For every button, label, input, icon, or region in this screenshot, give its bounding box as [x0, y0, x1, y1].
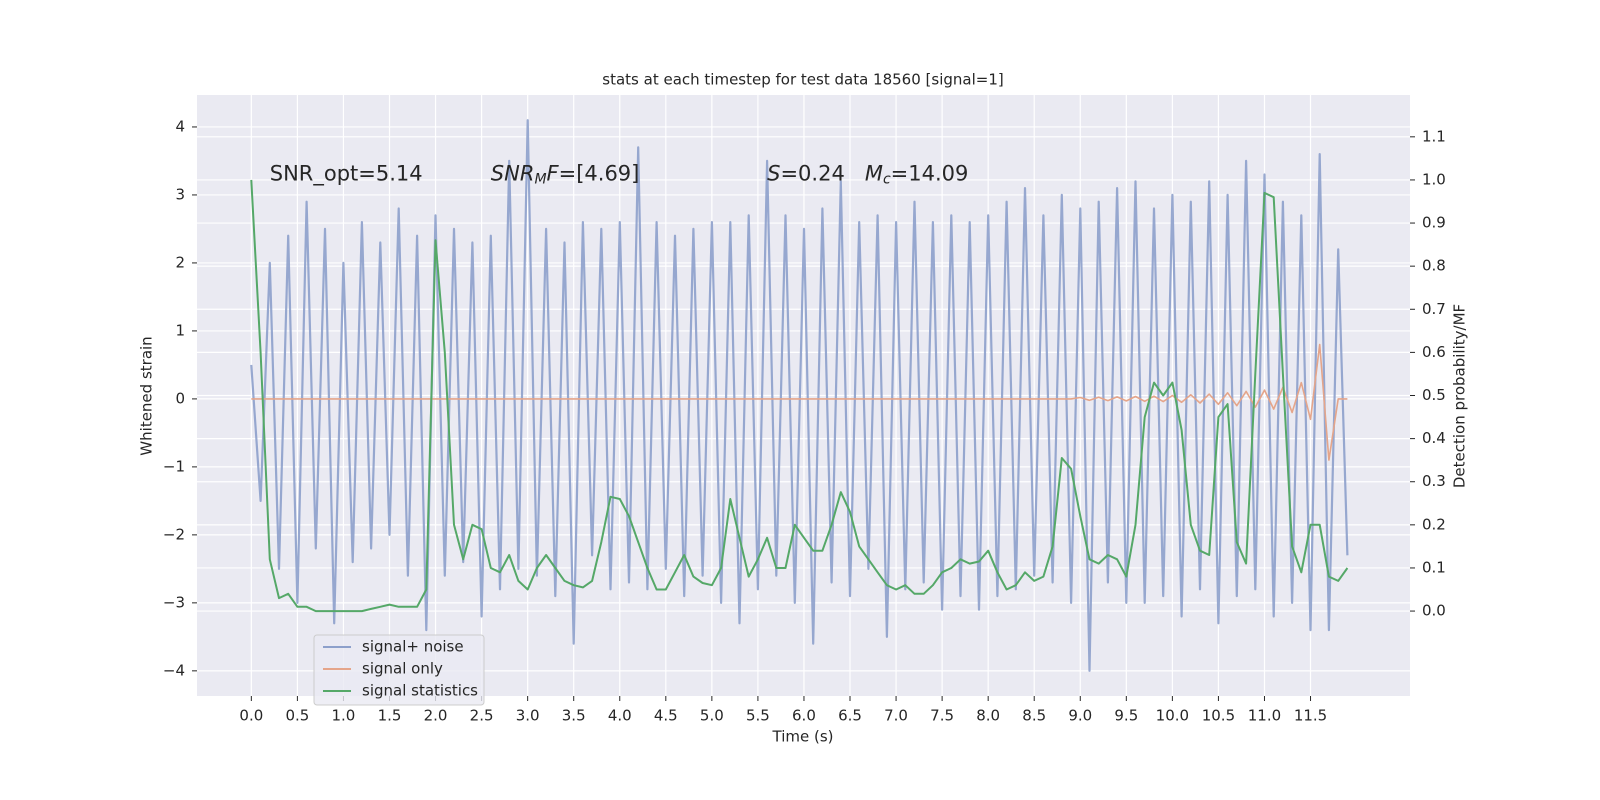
x-axis-label: Time (s) [772, 728, 834, 746]
y2-tick-label: 0.2 [1422, 515, 1446, 533]
y-tick-label: 1 [175, 321, 185, 339]
y-tick-label: −3 [163, 593, 185, 611]
x-tick-label: 4.0 [608, 707, 632, 725]
x-tick-label: 5.5 [746, 707, 770, 725]
y2-axis-label: Detection probability/MF [1451, 304, 1469, 488]
x-tick-label: 9.0 [1068, 707, 1092, 725]
y-tick-label: 2 [175, 253, 185, 271]
x-tick-label: 3.5 [562, 707, 586, 725]
x-tick-label: 8.0 [976, 707, 1000, 725]
y-tick-label: 3 [175, 185, 185, 203]
x-tick-label: 0.5 [285, 707, 309, 725]
y2-tick-label: 0.4 [1422, 429, 1446, 447]
x-tick-label: 7.0 [884, 707, 908, 725]
y-tick-label: −2 [163, 525, 185, 543]
x-tick-label: 3.0 [516, 707, 540, 725]
y2-tick-label: 0.1 [1422, 558, 1446, 576]
y2-tick-label: 0.7 [1422, 300, 1446, 318]
x-tick-label: 1.5 [378, 707, 402, 725]
y2-tick-label: 0.3 [1422, 472, 1446, 490]
legend-label: signal+ noise [362, 638, 464, 656]
axes: 0.0 0.5 1.0 1.5 2.0 2.5 3.0 3.5 4.0 4.5 5.0 5.5 6.0 6… [163, 117, 1446, 724]
x-tick-label: 6.0 [792, 707, 816, 725]
x-tick-label: 7.5 [930, 707, 954, 725]
y-axis-label: Whitened strain [138, 336, 156, 455]
x-tick-label: 4.5 [654, 707, 678, 725]
legend-label: signal only [362, 660, 443, 678]
legend-box [313, 634, 485, 706]
annotations: SNR_opt=5.14 SNRMF=[4.69] S=0.24 Mc=14.09 [270, 162, 969, 188]
annotation: S=0.24 Mc=14.09 [767, 162, 968, 188]
x-tick-label: 1.0 [332, 707, 356, 725]
x-tick-label: 2.0 [424, 707, 448, 725]
marks [250, 119, 1349, 672]
annotation-part: SNR_opt=5.14 [270, 162, 423, 187]
x-tick-label: 6.5 [838, 707, 862, 725]
y-tick-label: 0 [175, 389, 185, 407]
x-tick-label: 2.5 [470, 707, 494, 725]
annotation: SNR_opt=5.14 [270, 162, 423, 187]
y-tick-label: −4 [163, 661, 185, 679]
annotation-part: =[4.69] [559, 162, 640, 186]
y2-tick-label: 1.0 [1422, 170, 1446, 188]
annotation-part: SNR [491, 162, 535, 186]
annotation-part: M [865, 162, 883, 186]
y-tick-label: −1 [163, 457, 185, 475]
y2-tick-label: 0.6 [1422, 343, 1446, 361]
y2-tick-label: 0.9 [1422, 214, 1446, 232]
series-line [251, 343, 1348, 461]
x-tick-label: 8.5 [1022, 707, 1046, 725]
y2-tick-label: 1.1 [1422, 127, 1446, 145]
annotation-part: =0.24 [780, 162, 864, 186]
x-tick-label: 5.0 [700, 707, 724, 725]
x-tick-label: 10.5 [1202, 707, 1235, 725]
x-tick-label: 11.0 [1248, 707, 1281, 725]
y-tick-label: 4 [175, 117, 185, 135]
legend: signal+ noise signal only signal statistic… [313, 634, 485, 706]
annotation: SNRMF=[4.69] [491, 162, 640, 188]
y2-tick-label: 0.8 [1422, 257, 1446, 275]
y2-tick-label: 0.0 [1422, 602, 1446, 620]
x-tick-label: 11.5 [1294, 707, 1327, 725]
x-tick-label: 9.5 [1114, 707, 1138, 725]
x-tick-label: 0.0 [239, 707, 263, 725]
legend-label: signal statistics [362, 682, 478, 700]
annotation-part: c [883, 172, 891, 188]
y2-tick-label: 0.5 [1422, 386, 1446, 404]
x-tick-label: 10.0 [1156, 707, 1189, 725]
series-line [250, 179, 1349, 613]
annotation-part: S [767, 162, 780, 186]
chart-title: stats at each timestep for test data 185… [602, 71, 1003, 89]
annotation-part: =14.09 [891, 162, 969, 186]
annotation-part: M [534, 172, 546, 188]
annotation-part: F [547, 162, 560, 186]
